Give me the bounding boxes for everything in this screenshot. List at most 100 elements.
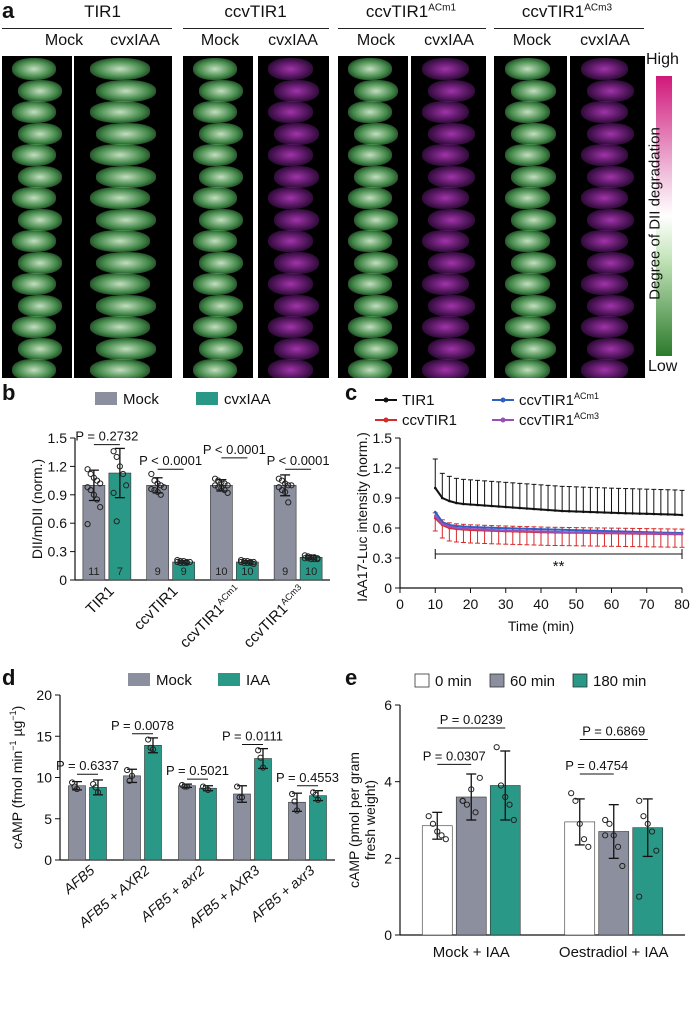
x-tick-label: 60: [604, 596, 620, 612]
data-point: [221, 480, 228, 487]
data-point: [211, 482, 219, 489]
y-axis-label: DII/mDII (norm.): [29, 459, 45, 559]
x-tick-label: 20: [463, 596, 479, 612]
x-category-label: ccvTIR1ACm1: [176, 582, 245, 651]
data-point: [224, 489, 231, 497]
series-point: [631, 531, 634, 535]
data-point: [215, 484, 222, 491]
nucleus-cell: [422, 359, 469, 378]
nucleus-cell: [274, 165, 319, 188]
nucleus-cell: [581, 144, 628, 166]
nucleus-cell: [428, 208, 475, 231]
data-point: [580, 836, 588, 843]
data-point: [653, 847, 660, 854]
nucleus-cell: [89, 58, 151, 80]
panel-a-microscopy: TIR1 ccvTIR1 ccvTIR1ACm1 ccvTIR1ACm3 Moc…: [0, 0, 700, 380]
nucleus-cell: [581, 273, 628, 295]
series-point: [666, 513, 670, 516]
data-point: [234, 783, 241, 790]
nucleus-cell: [510, 165, 557, 188]
bar: [254, 758, 272, 861]
nucleus-cell: [348, 316, 392, 338]
series-point: [441, 522, 444, 526]
data-point: [84, 466, 91, 473]
nucleus-cell: [274, 208, 319, 231]
nucleus-cell: [95, 208, 157, 231]
data-point: [278, 486, 286, 494]
nucleus-cell: [510, 79, 557, 102]
treatment-label: cvxIAA: [424, 32, 474, 49]
data-point: [468, 786, 475, 793]
series-point: [567, 531, 571, 534]
data-point: [257, 754, 264, 761]
data-point: [585, 843, 592, 850]
series-point: [511, 506, 515, 509]
p-value-label: P = 0.6337: [56, 758, 119, 773]
data-point: [614, 843, 622, 850]
data-point: [87, 470, 94, 478]
data-point: [438, 832, 445, 839]
data-point: [183, 559, 190, 567]
nucleus-cell: [510, 122, 557, 145]
data-point: [288, 482, 295, 489]
nucleus-cell: [354, 337, 398, 360]
panel-letter-c: c: [345, 380, 358, 405]
nucleus-cell: [18, 337, 62, 360]
data-point: [160, 484, 168, 491]
series-point: [645, 512, 649, 516]
data-point: [237, 558, 245, 566]
series-point: [532, 507, 536, 511]
y-tick-label: 10: [36, 770, 52, 786]
condition-line-4: [494, 28, 644, 29]
series-point: [589, 510, 592, 514]
data-point: [145, 736, 152, 743]
series-point: [490, 526, 493, 530]
bar: [421, 825, 453, 936]
nucleus-cell: [18, 165, 62, 188]
data-point: [113, 453, 120, 461]
nucleus-cell: [348, 359, 392, 378]
nucleus-cell: [581, 316, 628, 338]
nucleus-cell: [504, 230, 551, 252]
data-point: [113, 518, 120, 525]
data-point: [186, 558, 194, 566]
nucleus-cell: [95, 251, 157, 274]
legend-swatch: [489, 673, 505, 688]
legend-marker: [500, 417, 506, 423]
colorbar-high-label: High: [646, 51, 679, 68]
series-point: [603, 531, 606, 535]
series-point: [574, 528, 578, 532]
series-point: [652, 532, 656, 535]
series-point: [518, 527, 522, 530]
y-tick-label: 20: [36, 687, 52, 703]
data-point: [84, 521, 91, 528]
nucleus-cell: [89, 273, 151, 295]
series-point: [617, 531, 620, 535]
nucleus-cell: [18, 294, 62, 317]
nucleus-cell: [428, 337, 475, 360]
nucleus-cell: [587, 294, 634, 317]
y-axis-label: cAMP (pmol per gram: [346, 752, 362, 888]
n-label: 10: [305, 566, 317, 578]
n-label: 7: [117, 566, 123, 578]
legend-marker: [383, 397, 389, 403]
legend-label: cvxIAA: [224, 391, 271, 408]
nucleus-cell: [422, 187, 469, 209]
nucleus-cell: [268, 144, 313, 166]
series-point: [659, 512, 663, 516]
data-point: [282, 480, 289, 487]
y-tick-label: 0: [44, 852, 52, 868]
data-point: [644, 820, 651, 827]
x-category-label: Mock + IAA: [433, 944, 510, 961]
x-tick-label: 80: [674, 596, 690, 612]
data-point: [442, 836, 449, 843]
data-point: [502, 793, 509, 801]
series-point: [574, 510, 578, 513]
x-tick-label: 50: [568, 596, 584, 612]
nucleus-cell: [199, 122, 243, 145]
series-point: [539, 527, 543, 531]
panel-letter-e: e: [345, 665, 358, 690]
x-tick-label: 10: [427, 596, 443, 612]
nucleus-cell: [18, 208, 62, 231]
